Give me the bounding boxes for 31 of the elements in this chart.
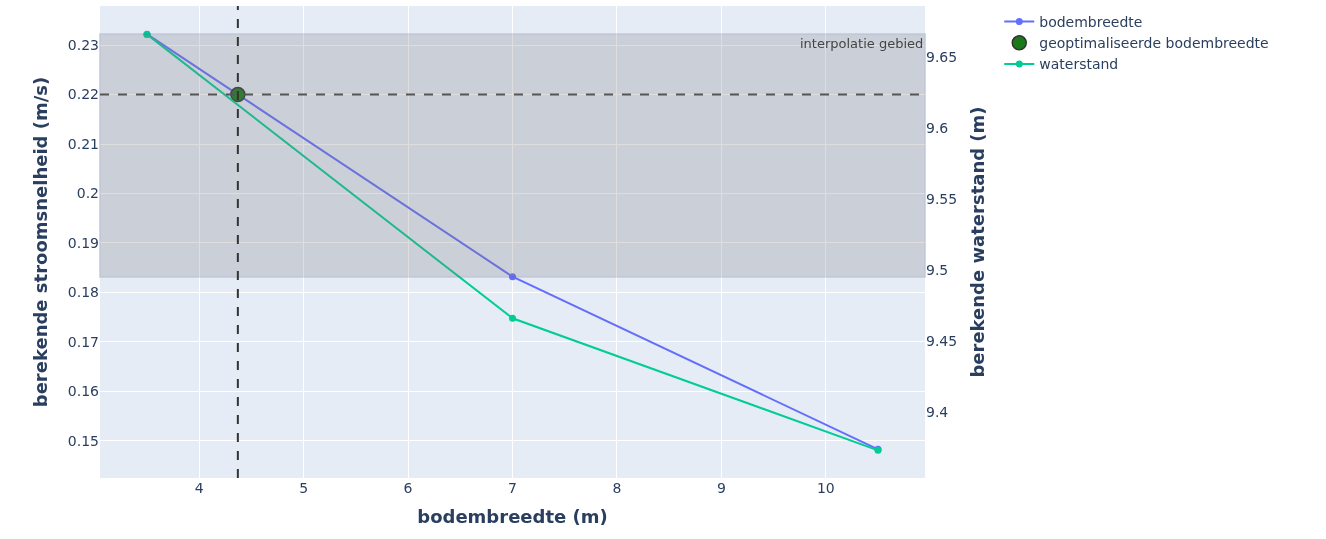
y-tick-label: 0.21: [67, 135, 99, 152]
y2-tick-label: 9.4: [926, 403, 949, 420]
y2-tick-label: 9.45: [926, 332, 958, 349]
y-tick-label: 0.16: [67, 383, 100, 400]
legend-label: bodembreedte: [1039, 14, 1143, 31]
band-label: interpolatie gebied: [800, 36, 924, 51]
y-tick-label: 0.2: [76, 185, 99, 202]
x-tick-label: 6: [403, 480, 413, 496]
y-tick-label: 0.18: [67, 284, 99, 301]
point: [509, 314, 516, 322]
y-tick-label: 0.17: [67, 333, 99, 350]
legend-label: waterstand: [1039, 56, 1119, 73]
y-tick-label: 0.15: [67, 432, 99, 449]
y2-tick-label: 9.55: [926, 190, 958, 207]
y-axis-title: berekende stroomsnelheid (m/s): [30, 76, 52, 408]
x-tick-label: 7: [508, 480, 517, 496]
x-tick-label: 5: [299, 480, 309, 496]
y-tick-label: 0.22: [67, 86, 99, 103]
legend-label: geoptimaliseerde bodembreedte: [1039, 35, 1269, 52]
y2-tick-label: 9.6: [926, 119, 949, 136]
point: [509, 273, 516, 281]
y2-tick-label: 9.5: [926, 261, 949, 278]
y2-axis-title: berekende waterstand (m): [967, 106, 989, 378]
x-tick-label: 4: [194, 480, 204, 496]
x-tick-label: 10: [816, 480, 835, 496]
x-tick-label: 9: [716, 480, 726, 496]
x-tick-label: 8: [612, 480, 622, 496]
y-tick-label: 0.23: [67, 36, 99, 53]
y2-tick-label: 9.65: [926, 49, 958, 65]
x-axis-title: bodembreedte (m): [417, 506, 608, 528]
y-tick-label: 0.19: [67, 234, 99, 251]
